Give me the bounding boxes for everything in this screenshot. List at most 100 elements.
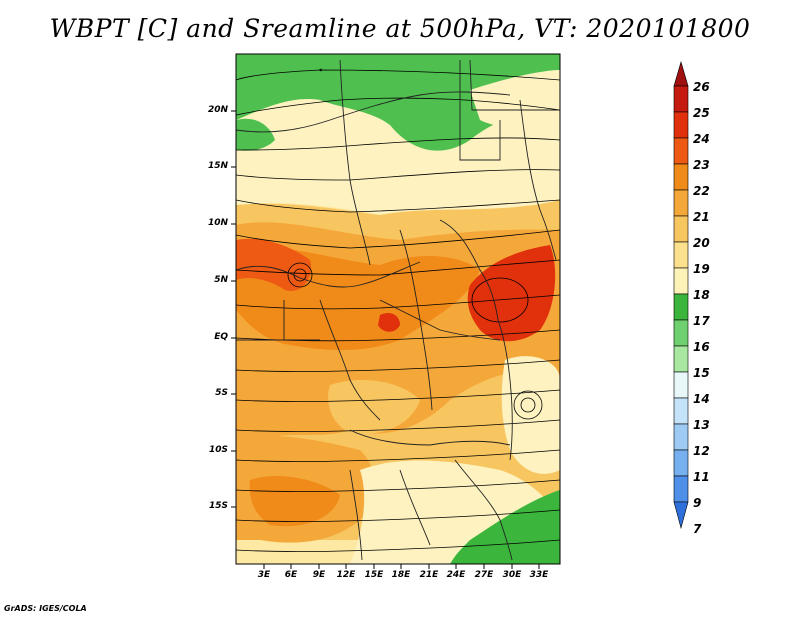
colorbar-label-14: 14: [693, 392, 710, 406]
border: [379, 299, 501, 341]
lat-label-10s: 10S: [208, 445, 228, 455]
colorbar-arrow-bottom: [673, 501, 689, 530]
streamline-eddy-east: [471, 277, 529, 323]
country-borders: [236, 59, 560, 561]
lat-label-eq: EQ: [214, 332, 228, 342]
colorbar-label-12: 12: [693, 444, 710, 458]
streamline: [236, 259, 560, 276]
colorbar-box: [673, 85, 689, 113]
streamlines: [236, 68, 560, 552]
lon-label-12e: 12E: [336, 570, 356, 580]
streamline: [236, 68, 560, 81]
colorbar-box: [673, 267, 689, 295]
colorbar-label-24: 24: [693, 132, 710, 146]
wbpt-field-22-south: [249, 475, 340, 527]
colorbar-box: [673, 397, 689, 425]
colorbar-box: [673, 163, 689, 191]
lat-label-10n: 10N: [207, 218, 228, 228]
streamline-vortex-east: [513, 390, 543, 420]
border: [236, 91, 511, 133]
border: [519, 99, 557, 261]
wbpt-field-17-northwest: [236, 118, 275, 151]
border: [339, 59, 371, 266]
streamline: [236, 389, 560, 402]
border: [469, 59, 560, 111]
colorbar-box: [673, 319, 689, 347]
border: [349, 469, 363, 561]
streamline: [236, 509, 560, 522]
border: [399, 229, 433, 411]
colorbar-box: [673, 475, 689, 503]
colorbar-label-18: 18: [693, 288, 710, 302]
streamline: [236, 539, 560, 552]
colorbar-box: [673, 449, 689, 477]
lon-label-30e: 30E: [502, 570, 522, 580]
wbpt-field-18-northeast: [470, 70, 560, 128]
colorbar-label-26: 26: [693, 80, 710, 94]
wbpt-field-24-center: [378, 313, 400, 332]
colorbar-label-22: 22: [693, 184, 710, 198]
wbpt-field-17-north: [236, 54, 560, 151]
lon-label-24e: 24E: [446, 570, 466, 580]
lon-label-9e: 9E: [312, 570, 326, 580]
wbpt-field-24-east: [467, 245, 556, 342]
colorbar-label-13: 13: [693, 418, 710, 432]
colorbar-label-11: 11: [693, 470, 710, 484]
lat-label-5n: 5N: [214, 275, 228, 285]
colorbar-box: [673, 423, 689, 451]
lon-label-6e: 6E: [284, 570, 298, 580]
lon-label-21e: 21E: [419, 570, 439, 580]
colorbar-box: [673, 189, 689, 217]
grads-credit: GrADS: IGES/COLA: [4, 604, 87, 613]
colorbar-label-17: 17: [693, 314, 710, 328]
colorbar-box: [673, 215, 689, 243]
axis-ticks: [231, 110, 540, 569]
streamline: [236, 169, 560, 181]
colorbar-label-19: 19: [693, 262, 710, 276]
streamline: [236, 229, 560, 249]
lat-label-20n: 20N: [207, 105, 228, 115]
colorbar-box: [673, 241, 689, 269]
streamline-vortex-east-inner: [520, 397, 536, 413]
border: [319, 299, 381, 421]
colorbar-label-25: 25: [693, 106, 710, 120]
colorbar-box: [673, 371, 689, 399]
border: [399, 469, 431, 546]
lon-label-27e: 27E: [474, 570, 494, 580]
colorbar-label-23: 23: [693, 158, 710, 172]
colorbar: [673, 60, 689, 530]
lat-label-15s: 15S: [208, 501, 228, 511]
streamline: [236, 294, 560, 310]
lat-label-5s: 5S: [215, 388, 228, 398]
wbpt-field-23-west: [236, 238, 311, 291]
lat-label-15n: 15N: [207, 161, 228, 171]
streamline: [236, 479, 560, 492]
streamline: [236, 199, 560, 213]
wbpt-field-18-east: [501, 356, 560, 474]
wbpt-field-20-interior: [328, 380, 420, 434]
map-frame: [235, 53, 561, 565]
colorbar-label-21: 21: [693, 210, 710, 224]
border: [459, 60, 501, 161]
colorbar-box: [673, 137, 689, 165]
colorbar-label-15: 15: [693, 366, 710, 380]
colorbar-label-16: 16: [693, 340, 710, 354]
lon-label-15e: 15E: [364, 570, 384, 580]
colorbar-box: [673, 345, 689, 373]
border: [236, 261, 421, 288]
colorbar-box: [673, 111, 689, 139]
lon-label-33e: 33E: [529, 570, 549, 580]
border: [439, 219, 499, 321]
colorbar-arrow-top: [673, 60, 689, 87]
colorbar-label-7: 7: [693, 522, 702, 536]
colorbar-label-20: 20: [693, 236, 710, 250]
border: [454, 459, 513, 561]
colorbar-box: [673, 293, 689, 321]
lon-label-3e: 3E: [257, 570, 271, 580]
streamline-vortex-west: [287, 262, 313, 288]
border: [497, 319, 513, 461]
streamline: [236, 449, 560, 462]
streamline: [236, 137, 560, 151]
lon-label-18e: 18E: [391, 570, 411, 580]
